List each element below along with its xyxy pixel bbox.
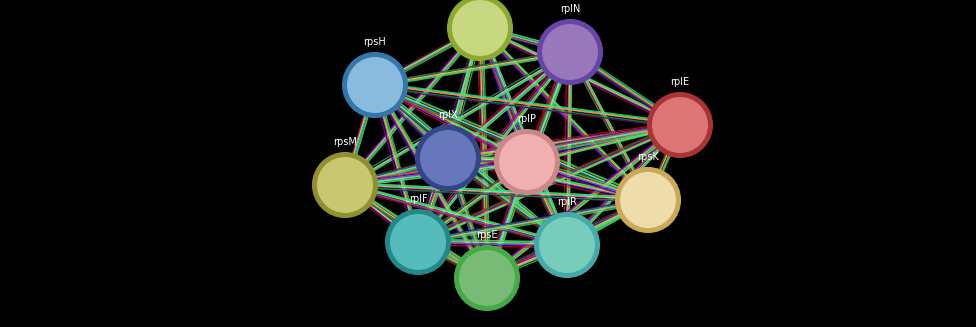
Circle shape	[342, 52, 408, 118]
Text: rplR: rplR	[557, 197, 577, 207]
Text: rplP: rplP	[517, 114, 537, 124]
Circle shape	[459, 250, 515, 306]
Circle shape	[615, 167, 681, 233]
Circle shape	[390, 214, 446, 270]
Circle shape	[452, 0, 508, 56]
Circle shape	[454, 245, 520, 311]
Text: rplE: rplE	[671, 77, 690, 87]
Circle shape	[539, 217, 595, 273]
Circle shape	[542, 24, 598, 80]
Text: rplN: rplN	[560, 4, 580, 14]
Text: rpsM: rpsM	[333, 137, 357, 147]
Circle shape	[312, 152, 378, 218]
Text: rplF: rplF	[409, 194, 427, 204]
Circle shape	[420, 130, 476, 186]
Circle shape	[537, 19, 603, 85]
Circle shape	[620, 172, 676, 228]
Text: rpsE: rpsE	[476, 230, 498, 240]
Circle shape	[415, 125, 481, 191]
Circle shape	[347, 57, 403, 113]
Circle shape	[447, 0, 513, 61]
Circle shape	[317, 157, 373, 213]
Text: rpsH: rpsH	[364, 37, 386, 47]
Circle shape	[494, 129, 560, 195]
Circle shape	[647, 92, 713, 158]
Circle shape	[652, 97, 708, 153]
Text: rpsK: rpsK	[637, 152, 659, 162]
Circle shape	[499, 134, 555, 190]
Circle shape	[534, 212, 600, 278]
Circle shape	[385, 209, 451, 275]
Text: rplX: rplX	[438, 110, 458, 120]
